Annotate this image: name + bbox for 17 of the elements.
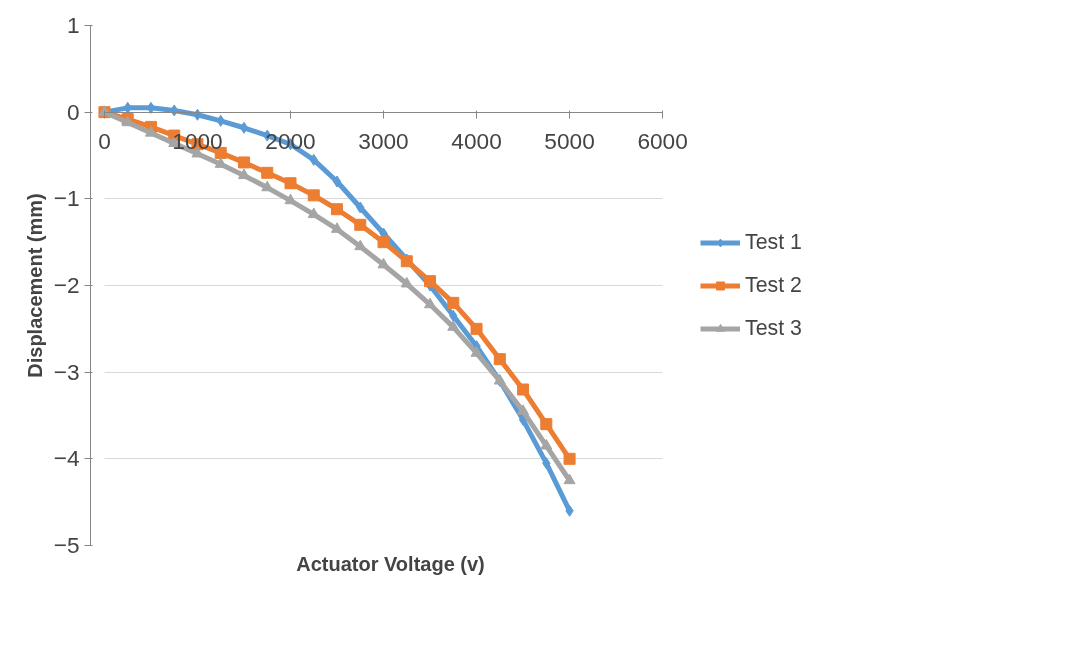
y-axis-title: Displacement (mm)	[23, 193, 46, 378]
y-tick-label: 1	[66, 12, 80, 38]
x-axis-title: Actuator Voltage (v)	[296, 552, 485, 575]
y-tick-label: −2	[53, 272, 80, 298]
x-tick-label: 0	[98, 128, 111, 155]
x-tick-label: 3000	[358, 128, 409, 155]
x-tick-label: 6000	[637, 128, 688, 155]
legend-label: Test 2	[745, 272, 802, 298]
legend-label: Test 3	[745, 315, 802, 341]
y-tick-label: −3	[53, 358, 80, 385]
x-tick-label: 4000	[451, 128, 502, 155]
y-tick-label: 0	[66, 98, 80, 125]
y-tick-label: −4	[53, 445, 80, 472]
y-tick-label: −5	[53, 532, 80, 558]
legend-label: Test 1	[745, 229, 802, 255]
x-tick-label: 5000	[544, 128, 595, 155]
y-tick-label: −1	[53, 185, 80, 212]
